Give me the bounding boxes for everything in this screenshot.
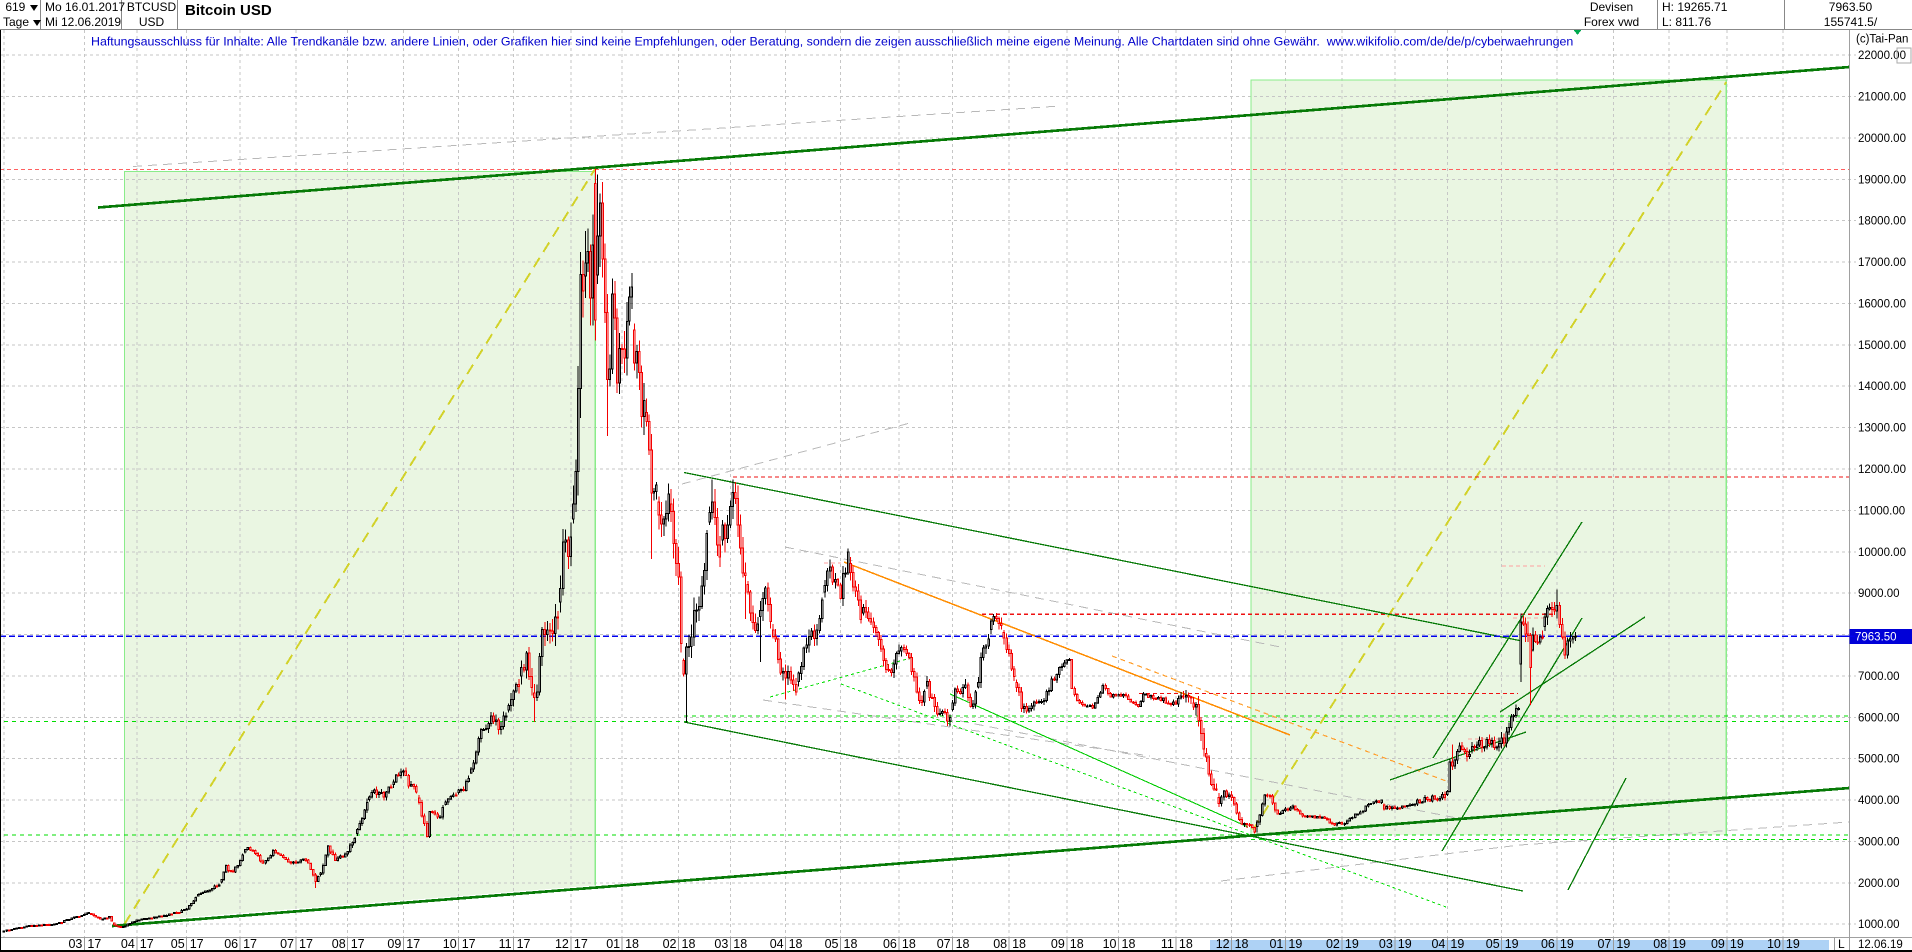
svg-text:01: 01	[1269, 937, 1283, 951]
svg-text:5000.00: 5000.00	[1858, 754, 1900, 766]
svg-text:19: 19	[1616, 937, 1630, 951]
svg-text:4000.00: 4000.00	[1858, 795, 1900, 807]
svg-text:05: 05	[825, 937, 839, 951]
svg-text:03: 03	[714, 937, 728, 951]
svg-text:17: 17	[517, 937, 531, 951]
svg-text:19: 19	[1288, 937, 1302, 951]
svg-text:18: 18	[844, 937, 858, 951]
svg-text:11000.00: 11000.00	[1858, 505, 1905, 517]
svg-text:10: 10	[1103, 937, 1117, 951]
svg-text:19: 19	[1505, 937, 1519, 951]
svg-text:19: 19	[1398, 937, 1412, 951]
svg-text:17: 17	[406, 937, 420, 951]
svg-text:04: 04	[121, 937, 135, 951]
svg-text:21000.00: 21000.00	[1858, 92, 1906, 104]
svg-text:10: 10	[443, 937, 457, 951]
svg-text:09: 09	[387, 937, 401, 951]
svg-text:18: 18	[902, 937, 916, 951]
svg-text:12000.00: 12000.00	[1858, 464, 1906, 476]
svg-text:15000.00: 15000.00	[1858, 340, 1906, 352]
svg-text:Haftungsausschluss für Inhalte: Haftungsausschluss für Inhalte: Alle Tre…	[91, 35, 1573, 49]
svg-text:06: 06	[1541, 937, 1555, 951]
svg-text:9000.00: 9000.00	[1858, 588, 1900, 600]
svg-text:05: 05	[171, 937, 185, 951]
svg-text:22000.00: 22000.00	[1858, 50, 1906, 62]
svg-text:18: 18	[789, 937, 803, 951]
svg-text:6000.00: 6000.00	[1858, 712, 1900, 724]
svg-text:04: 04	[770, 937, 784, 951]
svg-text:18: 18	[1179, 937, 1193, 951]
svg-text:09: 09	[1051, 937, 1065, 951]
svg-text:16000.00: 16000.00	[1858, 299, 1906, 311]
svg-text:02: 02	[663, 937, 677, 951]
svg-text:18: 18	[1012, 937, 1026, 951]
svg-text:1000.00: 1000.00	[1858, 919, 1900, 931]
svg-text:05: 05	[1486, 937, 1500, 951]
svg-text:01: 01	[606, 937, 620, 951]
svg-text:17: 17	[351, 937, 365, 951]
svg-text:7000.00: 7000.00	[1858, 671, 1900, 683]
svg-text:17000.00: 17000.00	[1858, 257, 1906, 269]
svg-text:(c)Tai-Pan: (c)Tai-Pan	[1856, 34, 1908, 46]
svg-text:10: 10	[1767, 937, 1781, 951]
svg-text:06: 06	[224, 937, 238, 951]
svg-text:19: 19	[1450, 937, 1464, 951]
svg-text:07: 07	[280, 937, 294, 951]
svg-text:18: 18	[1235, 937, 1249, 951]
svg-text:12: 12	[1216, 937, 1230, 951]
svg-text:13000.00: 13000.00	[1858, 423, 1906, 435]
svg-text:18: 18	[956, 937, 970, 951]
svg-text:18000.00: 18000.00	[1858, 216, 1906, 228]
svg-text:19: 19	[1730, 937, 1744, 951]
svg-text:19: 19	[1345, 937, 1359, 951]
svg-text:12: 12	[555, 937, 569, 951]
svg-text:07: 07	[937, 937, 951, 951]
svg-text:19: 19	[1786, 937, 1800, 951]
svg-text:3000.00: 3000.00	[1858, 836, 1900, 848]
svg-text:11: 11	[499, 937, 512, 951]
svg-text:04: 04	[1431, 937, 1445, 951]
svg-text:18: 18	[682, 937, 696, 951]
svg-text:2000.00: 2000.00	[1858, 878, 1900, 890]
svg-text:19: 19	[1560, 937, 1574, 951]
svg-text:07: 07	[1597, 937, 1611, 951]
svg-text:17: 17	[574, 937, 588, 951]
svg-text:06: 06	[883, 937, 897, 951]
svg-text:08: 08	[993, 937, 1007, 951]
svg-text:17: 17	[140, 937, 154, 951]
svg-text:10000.00: 10000.00	[1858, 547, 1906, 559]
svg-text:08: 08	[332, 937, 346, 951]
svg-text:18: 18	[1122, 937, 1136, 951]
svg-text:17: 17	[87, 937, 101, 951]
svg-text:20000.00: 20000.00	[1858, 133, 1906, 145]
svg-text:03: 03	[68, 937, 82, 951]
svg-text:17: 17	[190, 937, 204, 951]
svg-text:17: 17	[462, 937, 476, 951]
svg-text:18: 18	[1070, 937, 1084, 951]
svg-text:19000.00: 19000.00	[1858, 174, 1906, 186]
svg-text:11: 11	[1161, 937, 1174, 951]
svg-text:14000.00: 14000.00	[1858, 381, 1906, 393]
svg-text:02: 02	[1326, 937, 1340, 951]
svg-text:12.06.19: 12.06.19	[1858, 939, 1903, 951]
svg-text:09: 09	[1711, 937, 1725, 951]
svg-text:18: 18	[625, 937, 639, 951]
svg-text:18: 18	[733, 937, 747, 951]
svg-text:L: L	[1838, 937, 1845, 951]
svg-text:19: 19	[1672, 937, 1686, 951]
svg-text:03: 03	[1379, 937, 1393, 951]
svg-text:17: 17	[243, 937, 257, 951]
svg-text:08: 08	[1653, 937, 1667, 951]
svg-text:7963.50: 7963.50	[1855, 632, 1897, 644]
svg-text:17: 17	[299, 937, 313, 951]
